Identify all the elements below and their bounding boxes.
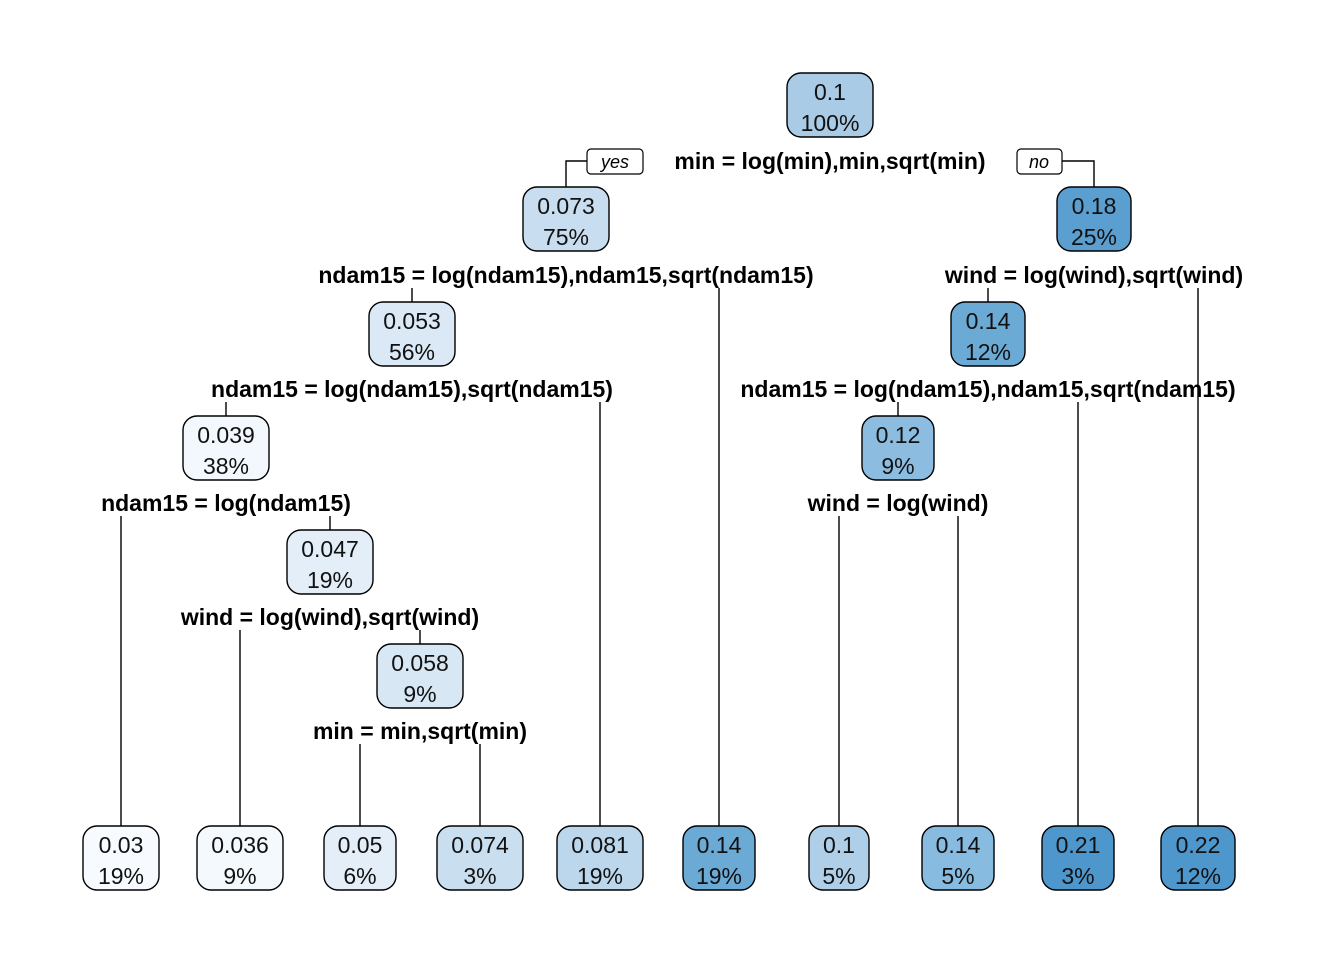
node-percent: 25% [1071,224,1117,250]
node-value: 0.21 [1056,832,1101,858]
node-value: 0.03 [99,832,144,858]
split-label-s2: ndam15 = log(ndam15),ndam15,sqrt(ndam15) [318,262,813,288]
tree-node-n9: 0.058 9% [376,643,464,709]
node-percent: 6% [343,863,376,889]
node-box [436,825,524,891]
node-box [196,825,284,891]
node-box [556,825,644,891]
node-box [682,825,756,891]
node-value: 0.1 [814,79,846,105]
leaf-node-l9: 0.21 3% [1041,825,1115,891]
node-value: 0.05 [338,832,383,858]
leaf-node-l4: 0.074 3% [436,825,524,891]
split-label-s3: wind = log(wind),sqrt(wind) [944,262,1243,288]
tree-node-n2: 0.073 75% [522,186,610,252]
tree-node-n5: 0.14 12% [950,301,1026,367]
node-box [82,825,160,891]
split-label-s4: ndam15 = log(ndam15),sqrt(ndam15) [211,376,613,402]
node-percent: 56% [389,339,435,365]
node-value: 0.14 [936,832,981,858]
split-label-s5: ndam15 = log(ndam15),ndam15,sqrt(ndam15) [740,376,1235,402]
leaf-node-l5: 0.081 19% [556,825,644,891]
node-value: 0.073 [537,193,595,219]
node-value: 0.22 [1176,832,1221,858]
tree-edges [120,160,1199,826]
node-box [808,825,870,891]
node-value: 0.081 [571,832,629,858]
node-value: 0.18 [1072,193,1117,219]
node-percent: 75% [543,224,589,250]
branch-label-yes-text: yes [599,152,629,172]
node-box [522,186,610,252]
tree-node-n1: 0.1 100% [786,72,874,138]
node-percent: 9% [223,863,256,889]
node-percent: 100% [801,110,860,136]
node-box [368,301,456,367]
leaf-node-l10: 0.22 12% [1160,825,1236,891]
branch-label-yes: yes [586,148,644,175]
split-label-s6: ndam15 = log(ndam15) [101,490,351,516]
node-value: 0.14 [697,832,742,858]
node-percent: 5% [941,863,974,889]
node-value: 0.047 [301,536,359,562]
leaf-node-l3: 0.05 6% [323,825,397,891]
node-percent: 12% [1175,863,1221,889]
split-label-s7: wind = log(wind) [807,490,989,516]
split-label-s8: wind = log(wind),sqrt(wind) [180,604,479,630]
split-label-s9: min = min,sqrt(min) [313,718,527,744]
leaf-node-l8: 0.14 5% [921,825,995,891]
node-box [786,72,874,138]
node-percent: 19% [577,863,623,889]
node-value: 0.12 [876,422,921,448]
node-value: 0.039 [197,422,255,448]
node-box [376,643,464,709]
node-value: 0.074 [451,832,509,858]
leaf-node-l7: 0.15% [808,825,870,891]
node-value: 0.1 [823,832,855,858]
node-percent: 9% [403,681,436,707]
node-percent: 19% [307,567,353,593]
node-box [861,415,935,481]
split-label-s1: min = log(min),min,sqrt(min) [674,148,985,174]
leaf-node-l6: 0.14 19% [682,825,756,891]
node-box [950,301,1026,367]
node-value: 0.14 [966,308,1011,334]
leaf-node-l2: 0.036 9% [196,825,284,891]
tree-node-n4: 0.053 56% [368,301,456,367]
node-percent: 19% [98,863,144,889]
branch-label-no: no [1016,148,1063,175]
tree-node-n8: 0.047 19% [286,529,374,595]
node-box [1041,825,1115,891]
node-percent: 3% [1061,863,1094,889]
node-box [182,415,270,481]
node-percent: 12% [965,339,1011,365]
node-value: 0.058 [391,650,449,676]
node-value: 0.036 [211,832,269,858]
leaf-node-l1: 0.03 19% [82,825,160,891]
node-box [1160,825,1236,891]
node-box [323,825,397,891]
node-box [921,825,995,891]
node-value: 0.053 [383,308,441,334]
node-percent: 38% [203,453,249,479]
branch-label-no-text: no [1029,152,1049,172]
node-box [286,529,374,595]
node-percent: 5% [822,863,855,889]
tree-node-n6: 0.039 38% [182,415,270,481]
node-percent: 3% [463,863,496,889]
node-percent: 9% [881,453,914,479]
node-box [1056,186,1132,252]
tree-node-n3: 0.18 25% [1056,186,1132,252]
tree-node-n7: 0.12 9% [861,415,935,481]
node-percent: 19% [696,863,742,889]
